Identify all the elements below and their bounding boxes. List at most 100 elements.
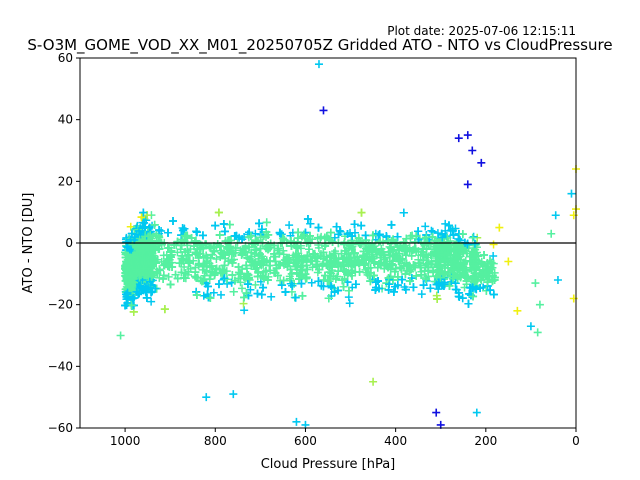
data-point	[402, 259, 411, 268]
data-point	[254, 267, 263, 276]
data-point	[205, 275, 214, 284]
data-point	[433, 266, 442, 275]
data-point	[279, 276, 288, 285]
data-point	[209, 246, 218, 255]
data-point	[160, 305, 169, 314]
data-point	[303, 252, 312, 261]
data-point	[338, 276, 347, 285]
data-point	[376, 237, 385, 246]
data-point	[490, 273, 499, 282]
data-point	[292, 251, 301, 260]
data-point	[155, 226, 164, 235]
data-point	[326, 260, 335, 269]
data-point	[307, 278, 316, 287]
data-point	[412, 271, 421, 280]
data-point	[441, 260, 450, 269]
data-point	[366, 277, 375, 286]
data-point	[287, 269, 296, 278]
data-point	[206, 271, 215, 280]
data-point	[150, 220, 159, 229]
data-point	[380, 264, 389, 273]
data-point	[451, 279, 460, 288]
data-point	[147, 264, 156, 273]
data-point	[354, 257, 363, 266]
data-point	[259, 274, 268, 283]
data-point	[228, 271, 237, 280]
data-point	[388, 257, 397, 266]
data-point	[316, 234, 325, 243]
data-point	[398, 275, 407, 284]
data-point	[350, 249, 359, 258]
data-point	[357, 221, 366, 230]
data-point	[192, 228, 201, 237]
data-point	[199, 276, 208, 285]
data-point	[464, 299, 473, 308]
data-point	[304, 245, 313, 254]
data-point	[326, 228, 335, 237]
data-point	[340, 240, 349, 249]
chart-title: S-O3M_GOME_VOD_XX_M01_20250705Z Gridded …	[27, 36, 612, 55]
data-point	[401, 285, 410, 294]
data-point	[221, 237, 230, 246]
data-point	[238, 284, 247, 293]
data-point	[164, 228, 173, 237]
data-point	[253, 289, 262, 298]
data-point	[277, 230, 286, 239]
data-point	[243, 280, 252, 289]
data-point	[139, 218, 148, 227]
data-point	[325, 268, 334, 277]
plot-date: Plot date: 2025-07-06 12:15:11	[387, 24, 576, 38]
data-point	[169, 216, 178, 225]
data-point	[303, 215, 312, 224]
data-point	[155, 244, 164, 253]
data-point	[361, 231, 370, 240]
data-point	[242, 289, 251, 298]
data-point	[489, 251, 498, 260]
data-point	[356, 240, 365, 249]
data-point	[458, 294, 467, 303]
data-point	[145, 223, 154, 232]
data-point	[399, 208, 408, 217]
data-point	[297, 279, 306, 288]
data-point	[256, 233, 265, 242]
data-point	[410, 245, 419, 254]
data-point	[216, 246, 225, 255]
data-point	[186, 264, 195, 273]
data-point	[388, 246, 397, 255]
data-point	[277, 281, 286, 290]
data-point	[382, 233, 391, 242]
data-point	[209, 288, 218, 297]
data-point	[314, 243, 323, 252]
data-point	[448, 226, 457, 235]
data-point	[417, 290, 426, 299]
data-point	[421, 222, 430, 231]
data-point	[220, 227, 229, 236]
data-point	[179, 226, 188, 235]
data-point	[436, 261, 445, 270]
data-point	[469, 232, 478, 241]
data-point	[214, 208, 223, 217]
data-point	[259, 283, 268, 292]
data-point	[412, 232, 421, 241]
data-point	[331, 274, 340, 283]
data-point	[444, 267, 453, 276]
data-point	[478, 260, 487, 269]
data-point	[206, 293, 215, 302]
data-point	[198, 231, 207, 240]
data-point	[417, 270, 426, 279]
data-point	[426, 284, 435, 293]
data-point	[255, 219, 264, 228]
data-point	[330, 287, 339, 296]
data-point	[199, 291, 208, 300]
data-point	[298, 291, 307, 300]
data-point	[364, 263, 373, 272]
data-point	[402, 234, 411, 243]
data-point	[370, 259, 379, 268]
data-point	[224, 257, 233, 266]
data-point	[295, 275, 304, 284]
data-point	[197, 277, 206, 286]
data-point	[330, 233, 339, 242]
data-point	[480, 250, 489, 259]
data-point	[195, 259, 204, 268]
data-point	[219, 220, 228, 229]
